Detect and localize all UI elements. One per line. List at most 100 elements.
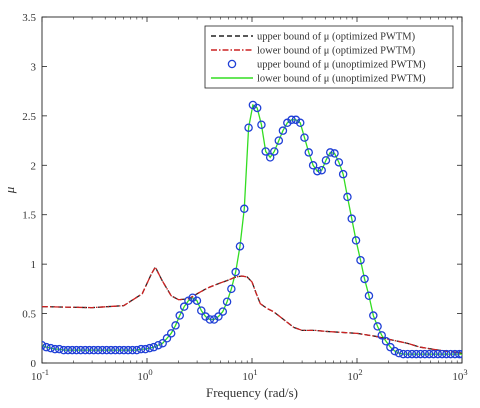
data-point-unoptimized-upper xyxy=(59,345,68,355)
data-point-unoptimized-upper xyxy=(132,345,142,355)
data-point-unoptimized-upper xyxy=(257,120,266,130)
data-point-unoptimized-upper xyxy=(192,296,202,305)
data-point-unoptimized-upper xyxy=(278,126,288,135)
series-2-line xyxy=(42,265,462,354)
data-point-unoptimized-upper xyxy=(270,147,279,156)
data-point-unoptimized-upper xyxy=(369,311,378,320)
data-point-unoptimized-upper xyxy=(446,349,455,359)
data-point-unoptimized-upper xyxy=(347,214,356,223)
data-point-unoptimized-upper xyxy=(429,349,438,359)
data-point-unoptimized-upper xyxy=(252,103,262,113)
data-point-unoptimized-upper xyxy=(106,345,116,355)
data-point-unoptimized-upper xyxy=(235,242,245,251)
data-point-unoptimized-upper xyxy=(412,349,421,359)
chart-legend: upper bound of μ (optimized PWTM) lower b… xyxy=(204,25,454,89)
data-point-unoptimized-upper xyxy=(420,349,430,359)
y-tick-label: 2 xyxy=(31,160,37,172)
data-point-unoptimized-upper xyxy=(437,349,447,359)
series-4-line xyxy=(42,103,462,355)
data-point-unoptimized-upper xyxy=(93,345,103,355)
data-point-unoptimized-upper xyxy=(67,345,77,355)
data-point-unoptimized-upper xyxy=(313,166,322,176)
data-point-unoptimized-upper xyxy=(128,345,137,355)
data-point-unoptimized-upper xyxy=(85,345,94,355)
legend-entry-label: upper bound of μ (optimized PWTM) xyxy=(257,32,416,43)
data-point-unoptimized-upper xyxy=(149,342,159,352)
data-point-unoptimized-upper xyxy=(338,169,348,179)
y-tick-label: 2.5 xyxy=(22,111,36,123)
legend-entry-label: lower bound of μ (unoptimized PWTM) xyxy=(257,74,426,85)
x-tick-label: 103 xyxy=(452,367,467,383)
data-point-unoptimized-upper xyxy=(308,161,318,170)
data-point-unoptimized-upper xyxy=(274,136,284,145)
data-point-unoptimized-upper xyxy=(46,343,55,353)
data-point-unoptimized-upper xyxy=(55,344,64,354)
legend-marker-symbol xyxy=(227,59,237,69)
data-point-unoptimized-upper xyxy=(63,345,73,355)
data-point-unoptimized-upper xyxy=(373,322,382,331)
data-point-unoptimized-upper xyxy=(407,349,417,359)
data-point-unoptimized-upper xyxy=(50,344,60,354)
data-point-unoptimized-upper xyxy=(457,349,462,359)
data-point-unoptimized-upper xyxy=(261,147,270,156)
data-point-unoptimized-upper xyxy=(295,118,305,128)
data-point-unoptimized-upper xyxy=(42,342,51,352)
data-point-unoptimized-upper xyxy=(351,236,361,245)
data-point-unoptimized-upper xyxy=(330,149,339,158)
data-point-unoptimized-upper xyxy=(455,349,462,359)
data-point-unoptimized-upper xyxy=(334,158,344,167)
y-tick-label: 0 xyxy=(31,358,37,370)
data-point-unoptimized-upper xyxy=(171,321,180,330)
series-3-markers xyxy=(42,100,462,359)
y-tick-label: 1 xyxy=(31,259,37,271)
data-point-unoptimized-upper xyxy=(227,284,236,294)
data-point-unoptimized-upper xyxy=(304,148,313,157)
data-point-unoptimized-upper xyxy=(154,340,163,350)
x-tick-label: 101 xyxy=(242,367,257,383)
data-point-unoptimized-upper xyxy=(390,346,400,356)
data-point-unoptimized-upper xyxy=(80,345,90,355)
x-tick-label: 10-1 xyxy=(31,367,49,383)
data-point-unoptimized-upper xyxy=(98,345,107,355)
data-point-unoptimized-upper xyxy=(416,349,425,359)
data-point-unoptimized-upper xyxy=(394,348,404,358)
data-point-unoptimized-upper xyxy=(42,340,47,350)
data-point-unoptimized-upper xyxy=(162,334,172,343)
data-point-unoptimized-upper xyxy=(399,349,408,359)
chart-series-layer xyxy=(42,100,462,359)
data-point-unoptimized-upper xyxy=(218,307,228,316)
data-point-unoptimized-upper xyxy=(102,345,111,355)
data-point-unoptimized-upper xyxy=(76,345,86,355)
data-point-unoptimized-upper xyxy=(141,344,150,354)
data-point-unoptimized-upper xyxy=(158,338,167,348)
y-tick-label: 3.5 xyxy=(22,12,36,24)
data-point-unoptimized-upper xyxy=(145,343,154,353)
data-point-unoptimized-upper xyxy=(377,331,386,340)
y-tick-label: 0.5 xyxy=(22,309,36,321)
data-point-unoptimized-upper xyxy=(442,349,451,359)
data-point-unoptimized-upper xyxy=(175,311,184,320)
data-point-unoptimized-upper xyxy=(244,123,253,132)
x-axis-label: Frequency (rad/s) xyxy=(206,385,298,400)
data-point-unoptimized-upper xyxy=(111,345,120,355)
data-point-unoptimized-upper xyxy=(300,133,309,142)
data-point-unoptimized-upper xyxy=(364,291,374,301)
data-point-unoptimized-upper xyxy=(136,344,146,354)
data-point-unoptimized-upper xyxy=(265,153,275,162)
data-point-unoptimized-upper xyxy=(115,345,124,355)
data-point-unoptimized-upper xyxy=(343,192,352,202)
data-point-unoptimized-upper xyxy=(424,349,434,359)
legend-entry-label: lower bound of μ (optimized PWTM) xyxy=(257,46,416,57)
data-point-unoptimized-upper xyxy=(317,165,326,175)
data-point-unoptimized-upper xyxy=(197,306,206,315)
x-tick-label: 100 xyxy=(137,367,152,383)
chart-axes-layer: 10-1 100 101 102 103 0 0.5 1 1.5 2 2.5 3 3.5 xyxy=(22,12,467,383)
legend-entry-label: upper bound of μ (unoptimized PWTM) xyxy=(257,60,426,71)
data-point-unoptimized-upper xyxy=(231,267,240,277)
y-tick-label: 3 xyxy=(31,61,37,73)
data-point-unoptimized-upper xyxy=(325,148,335,157)
data-point-unoptimized-upper xyxy=(222,297,232,306)
data-point-unoptimized-upper xyxy=(119,345,129,355)
data-point-unoptimized-upper xyxy=(321,156,331,165)
